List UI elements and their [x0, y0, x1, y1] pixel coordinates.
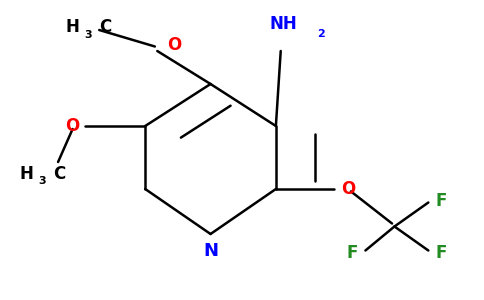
Text: 3: 3: [85, 29, 92, 40]
Text: O: O: [66, 117, 80, 135]
Text: C: C: [99, 18, 111, 36]
Text: NH: NH: [269, 15, 297, 33]
Text: 2: 2: [317, 29, 325, 39]
Text: H: H: [65, 18, 79, 36]
Text: N: N: [203, 242, 218, 260]
Text: F: F: [436, 192, 447, 210]
Text: F: F: [436, 244, 447, 262]
Text: H: H: [19, 165, 33, 183]
Text: 3: 3: [39, 176, 46, 187]
Text: C: C: [53, 165, 65, 183]
Text: O: O: [341, 180, 355, 198]
Text: O: O: [167, 36, 181, 54]
Text: F: F: [347, 244, 358, 262]
